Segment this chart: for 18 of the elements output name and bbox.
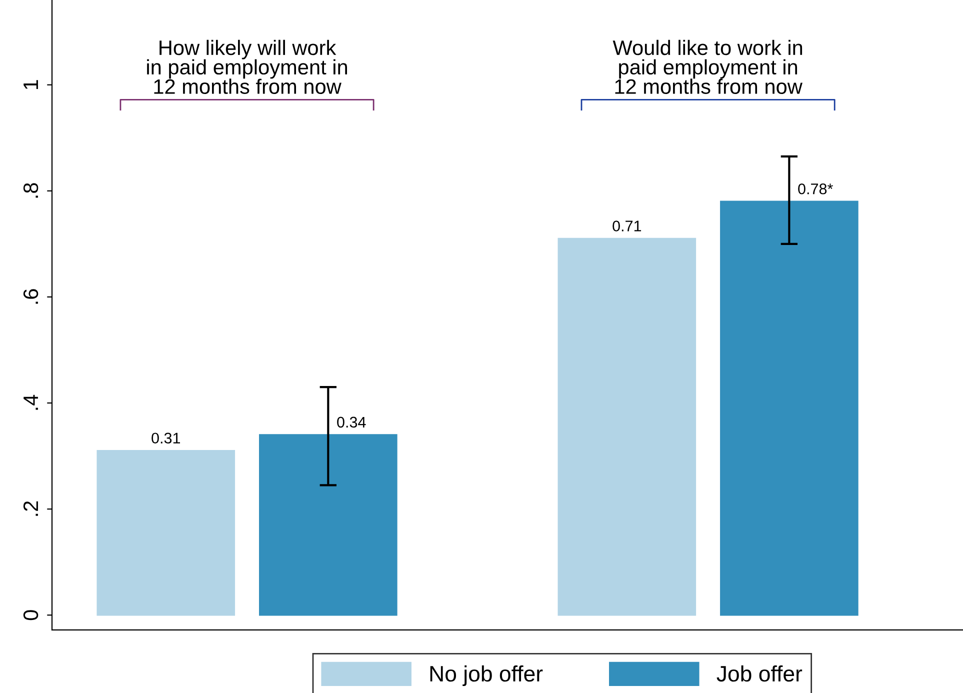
data-label: 0.31	[152, 432, 180, 444]
x-tick-label: How likely will work in paid employment in 12 months from now	[147, 40, 347, 94]
bar	[720, 200, 858, 616]
legend-label: Job offer	[716, 665, 802, 682]
y-tick-label: .2	[23, 501, 38, 516]
y-tick-label: .4	[24, 394, 38, 410]
data-label: 0.78*	[798, 183, 833, 194]
data-label: 0.71	[612, 220, 642, 232]
y-tick-label: 0	[23, 610, 38, 620]
bar	[259, 434, 398, 616]
y-tick-label: 1	[24, 80, 38, 90]
legend-label: No job offer	[430, 665, 543, 686]
y-tick-label: .6	[23, 289, 38, 304]
bar	[558, 238, 696, 616]
x-tick-label: Would like to work in paid employment in 12 months from now	[612, 40, 802, 94]
y-tick-label: .8	[23, 183, 38, 198]
data-label: 0.34	[337, 416, 366, 428]
bar	[96, 450, 236, 616]
